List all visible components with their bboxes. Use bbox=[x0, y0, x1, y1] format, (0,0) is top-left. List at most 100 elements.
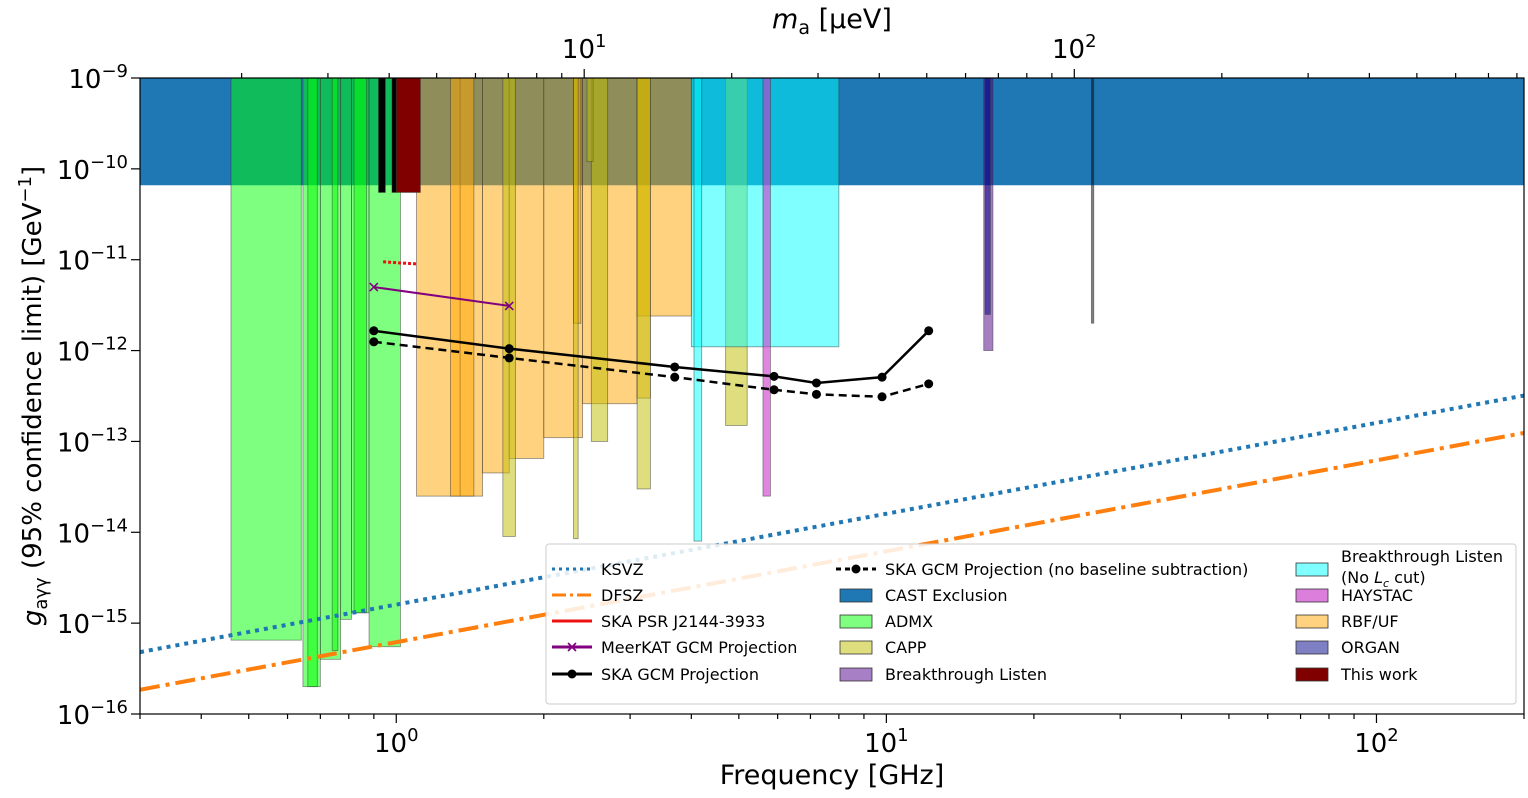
x-tick-label-100-base: 10 bbox=[1354, 729, 1387, 759]
region-admx-9 bbox=[353, 78, 368, 614]
y-tick-label-−15-exp: −15 bbox=[90, 606, 128, 627]
y-tick-label-−14: 10−14 bbox=[57, 515, 128, 549]
legend-item-admx-swatch bbox=[839, 614, 873, 629]
legend-item-breakthrough-listen-no-lc-label: Breakthrough Listen bbox=[1341, 547, 1503, 566]
legend-item-this-work-swatch bbox=[1295, 667, 1329, 682]
legend-item-breakthrough-listen-no-lc-label-2-part-1: L bbox=[1374, 568, 1383, 587]
top-x-tick-label-10-base: 10 bbox=[562, 35, 595, 65]
legend-item-capp-label: CAPP bbox=[885, 638, 927, 657]
legend-item-capp: CAPP bbox=[839, 638, 927, 657]
y-tick-label-−13-base: 10 bbox=[57, 428, 90, 458]
legend-item-dfsz: DFSZ bbox=[552, 586, 643, 605]
y-tick-label-−12-base: 10 bbox=[57, 338, 90, 368]
legend-item-organ-swatch bbox=[1295, 640, 1329, 655]
y-tick-label-−12-exp: −12 bbox=[90, 334, 128, 355]
region-organ-30 bbox=[984, 78, 991, 315]
y-tick-label-−13: 10−13 bbox=[57, 424, 128, 458]
legend-item-capp-swatch bbox=[839, 640, 873, 655]
legend-item-cast-exclusion-label: CAST Exclusion bbox=[885, 586, 1008, 605]
legend-item-ska-gcm-projection-no-baseline-subtraction: SKA GCM Projection (no baseline subtract… bbox=[836, 560, 1248, 579]
x-tick-label-1: 100 bbox=[374, 725, 419, 759]
legend-item-admx-label: ADMX bbox=[885, 612, 933, 631]
legend-item-rbf-uf-label: RBF/UF bbox=[1341, 612, 1399, 631]
exclusion-regions bbox=[140, 78, 1524, 688]
legend-item-breakthrough-listen-swatch bbox=[839, 667, 873, 682]
legend-item-meerkat-gcm-projection: MeerKAT GCM Projection bbox=[552, 638, 797, 657]
line-meerkat-gcm-projection bbox=[373, 286, 510, 307]
point-ska-gcm-projection-no-baseline-subtraction-4 bbox=[811, 389, 821, 399]
y-tick-label-−16: 10−16 bbox=[57, 697, 128, 731]
x-axis-label: Frequency [GHz] bbox=[720, 760, 945, 791]
x-tick-label-1-base: 10 bbox=[374, 729, 407, 759]
region-haystac-28 bbox=[762, 78, 771, 497]
line-ksvz bbox=[140, 393, 1524, 655]
y-tick-label-−14-base: 10 bbox=[57, 519, 90, 549]
top-x-tick-label-100: 102 bbox=[1052, 31, 1097, 65]
y-tick-label-−16-base: 10 bbox=[57, 701, 90, 731]
y-axis-label-end: ] bbox=[18, 166, 48, 176]
legend-item-haystac-label: HAYSTAC bbox=[1341, 586, 1413, 605]
point-ska-gcm-projection-no-baseline-subtraction-6 bbox=[924, 379, 934, 389]
legend-item-breakthrough-listen-no-lc-label-2-part-0: (No bbox=[1341, 568, 1374, 587]
top-x-axis-label-base: m bbox=[772, 4, 798, 35]
legend-item-admx: ADMX bbox=[839, 612, 933, 631]
region-capp-22 bbox=[590, 78, 609, 442]
legend-frame bbox=[545, 543, 1517, 705]
point-meerkat-gcm-projection-0 bbox=[369, 282, 379, 292]
legend-item-organ: ORGAN bbox=[1295, 638, 1400, 657]
legend-item-ksvz-label: KSVZ bbox=[601, 560, 644, 579]
point-ska-gcm-projection-6 bbox=[924, 326, 934, 336]
point-ska-gcm-projection-no-baseline-subtraction-3 bbox=[769, 385, 779, 395]
legend-item-breakthrough-listen-no-lc-swatch bbox=[1295, 562, 1329, 577]
legend-item-rbf-uf: RBF/UF bbox=[1295, 612, 1399, 631]
y-tick-label-−10: 10−10 bbox=[57, 152, 128, 186]
y-tick-label-−13-exp: −13 bbox=[90, 424, 128, 445]
region-admx-4 bbox=[340, 78, 352, 620]
y-tick-label-−15: 10−15 bbox=[57, 606, 128, 640]
legend-item-meerkat-gcm-projection-marker bbox=[567, 642, 577, 652]
legend-item-this-work-label: This work bbox=[1340, 665, 1418, 684]
y-tick-label-−14-exp: −14 bbox=[90, 515, 128, 536]
line-ska-psr-j2144-3933 bbox=[382, 260, 417, 266]
region-admx-1 bbox=[230, 78, 302, 641]
region-this-work-31 bbox=[395, 78, 421, 193]
legend-item-ksvz: KSVZ bbox=[552, 560, 644, 579]
region-rbf-uf-17 bbox=[450, 78, 475, 497]
legend-item-breakthrough-listen-label: Breakthrough Listen bbox=[885, 665, 1047, 684]
y-tick-label-−9-base: 10 bbox=[68, 65, 101, 95]
top-x-tick-label-10-exp: 1 bbox=[595, 31, 606, 52]
legend-item-breakthrough-listen: Breakthrough Listen bbox=[839, 665, 1047, 684]
point-meerkat-gcm-projection-1 bbox=[504, 301, 514, 311]
x-tick-label-10: 101 bbox=[864, 725, 909, 759]
legend-item-ska-gcm-projection-label: SKA GCM Projection bbox=[601, 665, 759, 684]
region-capp-21 bbox=[573, 78, 579, 540]
y-tick-label-−10-exp: −10 bbox=[90, 152, 128, 173]
y-tick-label-−12: 10−12 bbox=[57, 334, 128, 368]
legend-item-ska-gcm-projection-no-baseline-subtraction-label: SKA GCM Projection (no baseline subtract… bbox=[885, 560, 1248, 579]
y-axis-label: gaγγ (95% confidence limit) [GeV−1] bbox=[15, 166, 52, 626]
top-x-axis-label-sub: a bbox=[798, 17, 810, 39]
region-this-work-32 bbox=[378, 78, 386, 193]
top-x-tick-label-100-base: 10 bbox=[1052, 35, 1085, 65]
legend-item-rbf-uf-swatch bbox=[1295, 614, 1329, 629]
y-tick-label-−9-exp: −9 bbox=[101, 61, 128, 82]
legend: KSVZ DFSZ SKA PSR J2144-3933 MeerKAT GCM Pr… bbox=[545, 543, 1517, 705]
legend-item-ska-gcm-projection: SKA GCM Projection bbox=[552, 665, 759, 684]
legend-item-organ-label: ORGAN bbox=[1341, 638, 1400, 657]
y-axis-label-sub: aγγ bbox=[31, 577, 52, 610]
legend-item-cast-exclusion: CAST Exclusion bbox=[839, 586, 1008, 605]
legend-item-ska-gcm-projection-no-baseline-subtraction-marker bbox=[851, 564, 861, 574]
plot-frame bbox=[139, 77, 1525, 715]
legend-item-cast-exclusion-swatch bbox=[839, 588, 873, 603]
legend-item-ska-gcm-projection-marker bbox=[567, 669, 577, 679]
region-breakthrough-listen-34 bbox=[1090, 78, 1095, 324]
point-ska-gcm-projection-0 bbox=[369, 326, 379, 336]
region-capp-24 bbox=[636, 78, 651, 490]
x-tick-label-10-exp: 1 bbox=[897, 725, 908, 746]
point-ska-gcm-projection-no-baseline-subtraction-1 bbox=[504, 353, 514, 363]
y-tick-label-−16-exp: −16 bbox=[90, 697, 128, 718]
legend-item-this-work: This work bbox=[1295, 665, 1418, 684]
y-axis-label-rest: (95% confidence limit) [GeV bbox=[18, 202, 48, 577]
